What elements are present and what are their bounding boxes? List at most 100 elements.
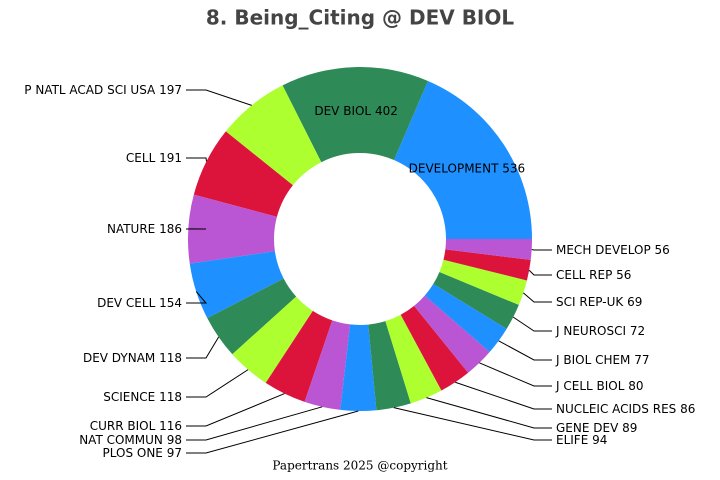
leader-line — [426, 397, 552, 429]
wedge — [340, 324, 377, 411]
slice-label: ELIFE 94 — [556, 433, 607, 447]
label-value: 56 — [616, 268, 631, 282]
label-name: NAT COMMUN — [79, 433, 163, 447]
leader-line — [393, 407, 552, 441]
label-name: J CELL BIOL — [555, 379, 625, 393]
wedge — [232, 296, 313, 383]
wedge — [187, 194, 277, 264]
leader-line — [186, 410, 359, 454]
slice-label: GENE DEV 89 — [556, 421, 637, 435]
footer: Papertrans 2025 @copyright — [272, 459, 447, 473]
slice-label: DEVELOPMENT 536 — [409, 161, 526, 175]
label-name: CELL REP — [556, 268, 612, 282]
leader-line — [455, 381, 552, 410]
wedge — [385, 314, 442, 404]
label-name: GENE DEV — [556, 421, 619, 435]
slice-label: SCI REP-UK 69 — [556, 295, 642, 309]
wedge — [265, 310, 333, 402]
slice-label: J CELL BIOL 80 — [555, 379, 644, 393]
label-name: NUCLEIC ACIDS RES — [556, 402, 676, 416]
wedge — [368, 321, 411, 411]
label-value: 116 — [159, 419, 182, 433]
slice-label: NUCLEIC ACIDS RES 86 — [556, 402, 695, 416]
label-name: DEV BIOL — [314, 104, 371, 118]
label-name: J BIOL CHEM — [555, 353, 630, 367]
leader-line — [186, 291, 208, 304]
wedge — [393, 81, 532, 239]
leader-line — [186, 406, 323, 441]
slice-label: MECH DEVELOP 56 — [556, 243, 670, 257]
label-name: DEV DYNAM — [83, 351, 155, 365]
slice-label: NAT COMMUN 98 — [79, 433, 182, 447]
slice-label: J BIOL CHEM 77 — [555, 353, 650, 367]
leader-line — [479, 362, 552, 387]
leader-line — [528, 269, 552, 276]
wedge — [439, 259, 527, 305]
leader-line — [498, 340, 552, 361]
label-value: 80 — [628, 379, 643, 393]
label-name: MECH DEVELOP — [556, 243, 651, 257]
leader-line — [186, 157, 208, 162]
label-name: PLOS ONE — [103, 446, 163, 460]
wedge — [433, 271, 519, 329]
label-value: 77 — [634, 353, 649, 367]
label-value: 94 — [592, 433, 607, 447]
label-name: CELL — [126, 151, 156, 165]
wedge — [207, 278, 297, 355]
slice-label: NATURE 186 — [107, 222, 182, 236]
slice-label: CELL REP 56 — [556, 268, 631, 282]
leader-line — [186, 369, 249, 398]
leader-line — [186, 336, 220, 359]
slice-label: PLOS ONE 97 — [103, 446, 182, 460]
label-value: 56 — [655, 243, 670, 257]
label-name: SCIENCE — [103, 390, 155, 404]
label-value: 197 — [159, 83, 182, 97]
label-value: 97 — [167, 446, 182, 460]
label-value: 191 — [159, 151, 182, 165]
slice-label: DEV DYNAM 118 — [83, 351, 182, 365]
label-value: 118 — [159, 390, 182, 404]
label-name: P NATL ACAD SCI USA — [24, 83, 156, 97]
label-value: 154 — [159, 296, 182, 310]
label-value: 536 — [502, 161, 525, 175]
leader-line — [186, 393, 285, 427]
slice-label: P NATL ACAD SCI USA 197 — [24, 83, 182, 97]
label-name: DEVELOPMENT — [409, 161, 499, 175]
label-name: J NEUROSCI — [555, 324, 626, 338]
label-name: CURR BIOL — [90, 419, 156, 433]
wedge — [443, 249, 531, 281]
label-value: 89 — [622, 421, 637, 435]
chart-title: 8. Being_Citing @ DEV BIOL — [206, 6, 515, 30]
leader-line — [512, 316, 552, 332]
slice-label: CURR BIOL 116 — [90, 419, 182, 433]
slice-label: J NEUROSCI 72 — [555, 324, 645, 338]
wedge — [189, 251, 284, 319]
label-name: SCI REP-UK — [556, 295, 624, 309]
wedge — [414, 295, 490, 373]
label-value: 69 — [627, 295, 642, 309]
slice-label: CELL 191 — [126, 151, 182, 165]
label-value: 86 — [680, 402, 695, 416]
wedge — [304, 320, 351, 410]
label-value: 402 — [375, 104, 398, 118]
label-value: 118 — [159, 351, 182, 365]
wedge — [225, 85, 322, 186]
slice-label: DEV BIOL 402 — [314, 104, 397, 118]
label-name: NATURE — [107, 222, 155, 236]
wedge — [400, 305, 469, 391]
wedge — [424, 283, 507, 353]
wedge — [282, 67, 428, 163]
label-value: 72 — [630, 324, 645, 338]
wedge — [193, 131, 293, 217]
wedge — [445, 239, 532, 260]
label-name: DEV CELL — [97, 296, 155, 310]
slice-label: DEV CELL 154 — [97, 296, 182, 310]
slice-label: SCIENCE 118 — [103, 390, 182, 404]
label-value: 186 — [159, 222, 182, 236]
leader-line — [186, 89, 252, 106]
leader-line — [531, 248, 552, 251]
label-value: 98 — [167, 433, 182, 447]
label-name: ELIFE — [556, 433, 588, 447]
leader-line — [523, 292, 552, 303]
